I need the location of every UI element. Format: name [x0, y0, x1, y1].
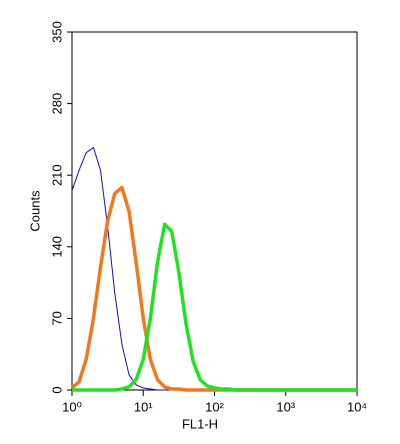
x-axis-title: FL1-H — [182, 416, 218, 431]
y-tick-label: 70 — [49, 311, 64, 325]
y-tick-label: 140 — [49, 236, 64, 258]
series-line — [71, 147, 357, 391]
y-axis-title: Counts — [27, 190, 42, 232]
y-tick-label: 280 — [49, 93, 64, 115]
x-tick-label: 10⁰ — [62, 399, 82, 414]
x-tick-label: 10² — [205, 399, 224, 414]
y-tick-label: 350 — [49, 21, 64, 43]
plot-frame — [71, 31, 358, 391]
y-tick-label: 0 — [49, 386, 64, 393]
x-tick-label: 10¹ — [134, 399, 153, 414]
x-tick-label: 10³ — [276, 399, 295, 414]
x-tick-label: 10⁴ — [347, 399, 367, 414]
y-tick-label: 210 — [49, 164, 64, 186]
series-line — [72, 222, 357, 392]
